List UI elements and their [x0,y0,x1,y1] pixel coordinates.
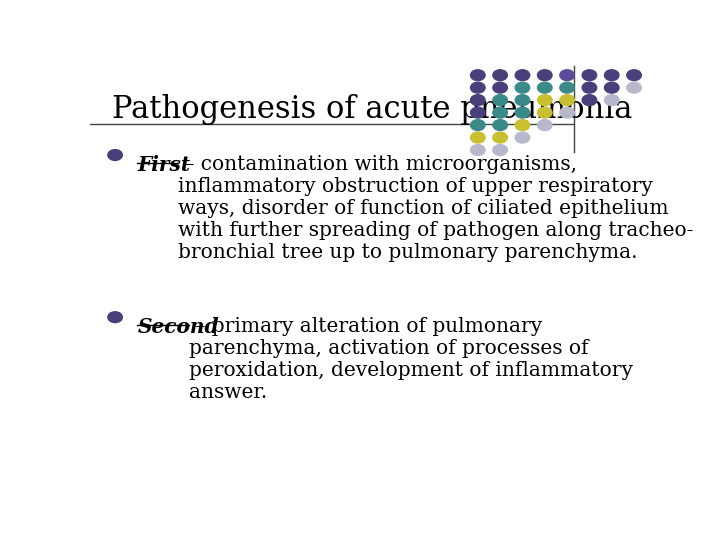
Circle shape [516,120,530,131]
Circle shape [471,107,485,118]
Circle shape [493,82,508,93]
Circle shape [108,150,122,160]
Circle shape [471,82,485,93]
Circle shape [471,120,485,131]
Circle shape [471,70,485,80]
Circle shape [605,82,619,93]
Circle shape [516,132,530,143]
Circle shape [538,120,552,131]
Circle shape [538,107,552,118]
Text: First: First [138,155,191,175]
Circle shape [627,70,642,80]
Circle shape [582,70,597,80]
Circle shape [560,107,575,118]
Text: – contamination with microorganisms,
inflammatory obstruction of upper respirato: – contamination with microorganisms, inf… [178,155,693,262]
Circle shape [538,94,552,105]
Circle shape [493,70,508,80]
Circle shape [516,107,530,118]
Circle shape [471,132,485,143]
Circle shape [516,70,530,80]
Circle shape [582,94,597,105]
Circle shape [471,94,485,105]
Circle shape [493,145,508,156]
Circle shape [605,70,619,80]
Text: Pathogenesis of acute pneumonia: Pathogenesis of acute pneumonia [112,94,633,125]
Circle shape [493,94,508,105]
Circle shape [560,94,575,105]
Circle shape [560,70,575,80]
Circle shape [538,82,552,93]
Circle shape [582,82,597,93]
Circle shape [516,94,530,105]
Circle shape [560,82,575,93]
Circle shape [493,132,508,143]
Circle shape [493,107,508,118]
Text: – primary alteration of pulmonary
parenchyma, activation of processes of
peroxid: – primary alteration of pulmonary parenc… [189,317,633,402]
Circle shape [627,82,642,93]
Circle shape [108,312,122,322]
Circle shape [516,82,530,93]
Text: Second: Second [138,317,219,337]
Circle shape [493,120,508,131]
Circle shape [471,145,485,156]
Circle shape [605,94,619,105]
Circle shape [538,70,552,80]
